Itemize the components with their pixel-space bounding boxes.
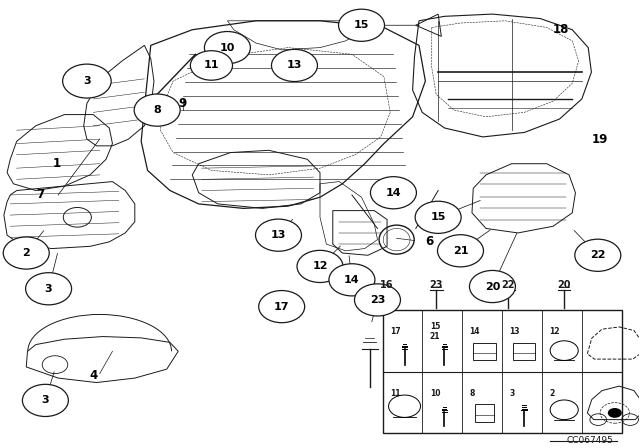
Text: 9: 9 [179, 97, 187, 110]
Text: 19: 19 [591, 133, 608, 146]
Circle shape [259, 291, 305, 323]
Text: 1: 1 [53, 157, 61, 170]
Text: 10: 10 [429, 388, 440, 397]
Text: 21: 21 [452, 246, 468, 256]
Text: 4: 4 [89, 369, 97, 382]
Text: 2: 2 [22, 248, 30, 258]
FancyBboxPatch shape [383, 310, 622, 433]
Circle shape [138, 99, 156, 112]
Text: 10: 10 [220, 43, 235, 52]
Text: 15: 15 [431, 212, 446, 222]
Circle shape [297, 250, 343, 283]
Circle shape [438, 235, 483, 267]
Text: 13: 13 [509, 327, 520, 336]
Text: 17: 17 [274, 302, 289, 312]
Text: 18: 18 [552, 23, 569, 36]
Text: 12: 12 [312, 262, 328, 271]
Circle shape [190, 51, 232, 80]
Text: 8: 8 [153, 105, 161, 115]
Text: 15: 15 [354, 20, 369, 30]
Text: 20: 20 [557, 280, 571, 290]
Text: 2: 2 [549, 388, 555, 397]
Text: 23: 23 [429, 280, 443, 290]
Text: 23: 23 [370, 295, 385, 305]
Text: 3: 3 [45, 284, 52, 294]
Text: 11: 11 [204, 60, 219, 70]
Text: 14: 14 [386, 188, 401, 198]
Text: 14: 14 [470, 327, 480, 336]
Text: 3: 3 [83, 76, 91, 86]
Circle shape [329, 264, 375, 296]
Text: 16: 16 [380, 280, 394, 290]
Circle shape [3, 237, 49, 269]
Text: 14: 14 [344, 275, 360, 285]
Bar [513, 343, 536, 361]
Circle shape [63, 64, 111, 98]
Text: 13: 13 [271, 230, 286, 240]
Text: 11: 11 [390, 388, 400, 397]
Text: 22: 22 [590, 250, 605, 260]
Bar [473, 343, 495, 361]
Circle shape [134, 94, 180, 126]
Text: 8: 8 [470, 388, 475, 397]
Text: CC067495: CC067495 [567, 436, 614, 445]
Circle shape [26, 273, 72, 305]
Circle shape [371, 177, 417, 209]
Circle shape [355, 284, 401, 316]
Text: 15
21: 15 21 [429, 322, 440, 341]
Bar [475, 404, 494, 422]
Text: 12: 12 [549, 327, 560, 336]
Circle shape [608, 408, 622, 418]
Text: 6: 6 [426, 235, 434, 248]
Circle shape [271, 49, 317, 82]
Text: 7: 7 [36, 189, 44, 202]
Text: 22: 22 [502, 280, 515, 290]
Text: 13: 13 [287, 60, 302, 70]
Circle shape [575, 239, 621, 271]
Circle shape [204, 31, 250, 64]
Text: 3: 3 [509, 388, 515, 397]
Text: 3: 3 [42, 396, 49, 405]
Circle shape [255, 219, 301, 251]
Circle shape [22, 384, 68, 417]
Text: 17: 17 [390, 327, 401, 336]
Circle shape [415, 201, 461, 233]
Circle shape [469, 271, 515, 302]
Text: 20: 20 [484, 281, 500, 292]
Circle shape [339, 9, 385, 41]
